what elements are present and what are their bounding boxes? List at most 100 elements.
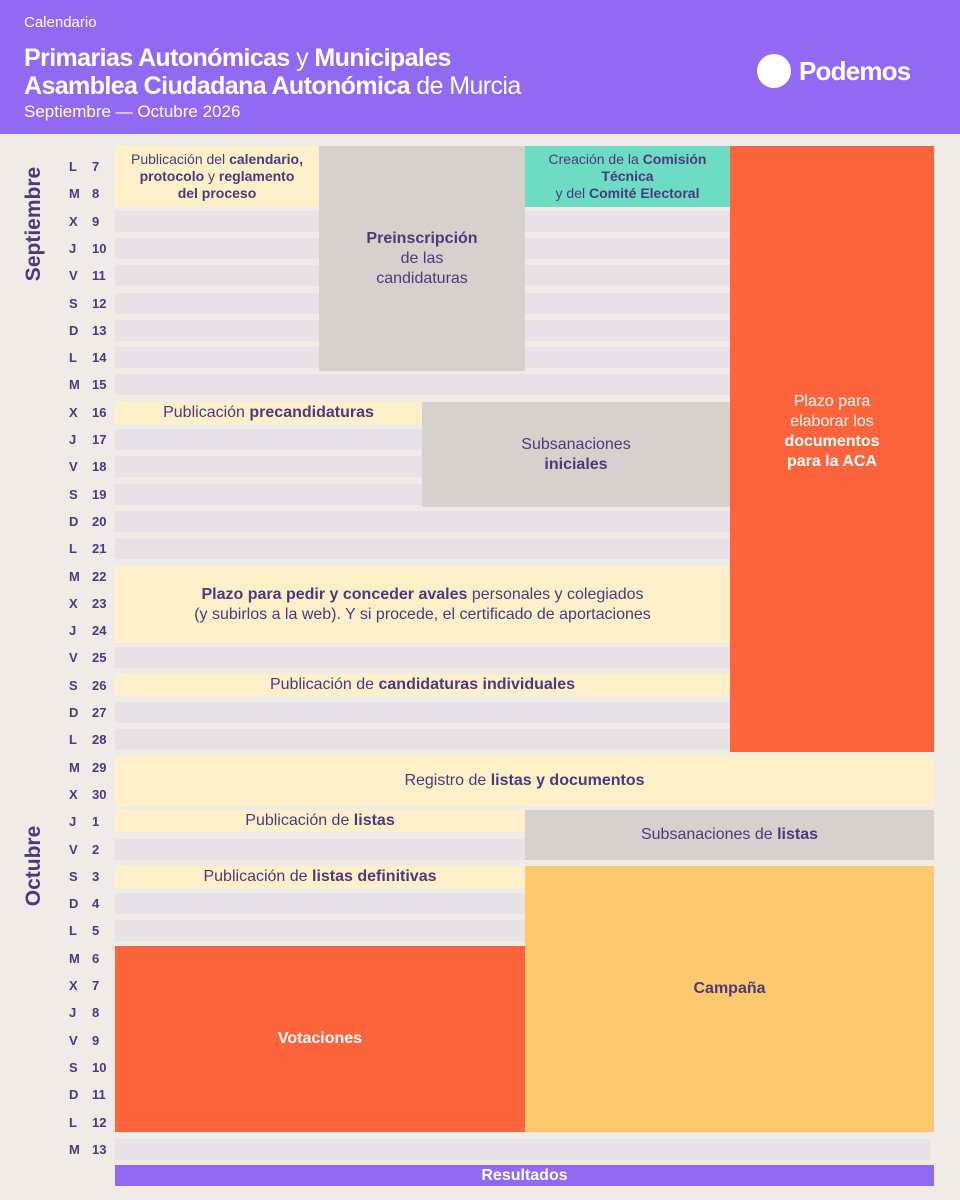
header-banner: Calendario Primarias Autonómicas y Munic… [0,0,960,134]
day-number: 17 [92,431,107,447]
day-weekday: D [69,895,79,911]
day-number: 4 [92,895,100,911]
day-number: 29 [92,759,107,775]
day-number: 14 [92,349,107,365]
day-label: J 24 [60,619,110,641]
logo-text: Podemos [799,55,911,86]
day-weekday: J [69,813,77,829]
day-number: 20 [92,513,107,529]
day-number: 10 [92,240,107,256]
day-row-strip [115,538,930,559]
day-weekday: D [69,513,79,529]
day-label: J 10 [60,237,110,259]
header-date-range: Septiembre — Octubre 2026 [24,102,241,121]
day-number: 5 [92,922,100,938]
day-row-strip [115,374,930,395]
event-preinscripcion: Preinscripción de las candidaturas [319,146,525,371]
event-votaciones: Votaciones [115,946,525,1132]
day-weekday: J [69,240,77,256]
day-number: 7 [92,977,100,993]
day-number: 8 [92,185,100,201]
day-weekday: V [69,1032,78,1048]
day-number: 2 [92,841,100,857]
day-label: S 26 [60,674,110,696]
day-number: 19 [92,486,107,502]
day-label: S 12 [60,292,110,314]
day-label: V 18 [60,455,110,477]
day-weekday: D [69,1086,79,1102]
day-label: D 11 [60,1083,110,1105]
day-number: 9 [92,1032,100,1048]
day-number: 13 [92,1141,107,1157]
day-weekday: J [69,1004,77,1020]
day-number: 9 [92,213,100,229]
day-label: V 11 [60,264,110,286]
day-number: 13 [92,322,107,338]
day-row-strip [115,729,930,750]
event-campana: Campaña [525,866,934,1132]
day-number: 15 [92,376,107,392]
day-label: M 13 [60,1138,110,1160]
day-row-strip [115,647,930,668]
day-number: 6 [92,950,100,966]
day-weekday: J [69,431,77,447]
day-weekday: L [69,922,77,938]
day-number: 12 [92,1114,107,1130]
event-comision-tecnica: Creación de la Comisión Técnica y del Comi… [525,146,730,207]
day-weekday: V [69,649,78,665]
circle-logo-icon [757,54,791,88]
day-number: 3 [92,868,100,884]
day-label: X 23 [60,592,110,614]
day-weekday: X [69,977,78,993]
day-number: 18 [92,458,107,474]
podemos-logo: Podemos [757,54,911,88]
day-number: 28 [92,731,107,747]
day-weekday: L [69,731,77,747]
day-weekday: L [69,349,77,365]
day-weekday: J [69,622,77,638]
day-number: 27 [92,704,107,720]
day-weekday: M [69,950,80,966]
day-weekday: X [69,595,78,611]
day-label: S 10 [60,1056,110,1078]
event-publicacion-listas: Publicación de listas [115,810,525,832]
day-label: M 29 [60,756,110,778]
event-candidaturas-individuales: Publicación de candidaturas individuales [115,674,730,696]
day-number: 23 [92,595,107,611]
day-weekday: S [69,486,78,502]
day-weekday: M [69,1141,80,1157]
day-weekday: D [69,322,79,338]
day-number: 11 [92,267,106,283]
day-label: L 21 [60,537,110,559]
day-weekday: L [69,540,77,556]
event-plazo-documentos: Plazo para elaborar los documentos para la … [730,146,934,752]
day-weekday: D [69,704,79,720]
day-weekday: X [69,786,78,802]
day-label: X 16 [60,401,110,423]
day-weekday: V [69,458,78,474]
header-title-line-1: Primarias Autonómicas y Municipales [24,44,451,72]
day-weekday: L [69,1114,77,1130]
day-weekday: M [69,759,80,775]
day-weekday: S [69,868,78,884]
event-subsanaciones-iniciales: Subsanaciones iniciales [422,402,730,507]
day-number: 8 [92,1004,100,1020]
day-number: 26 [92,677,107,693]
day-weekday: S [69,295,78,311]
day-row-strip [115,702,930,723]
day-weekday: S [69,1059,78,1075]
header-kicker: Calendario [24,14,97,31]
day-label: M 22 [60,565,110,587]
day-number: 21 [92,540,107,556]
day-number: 25 [92,649,107,665]
day-weekday: L [69,158,77,174]
